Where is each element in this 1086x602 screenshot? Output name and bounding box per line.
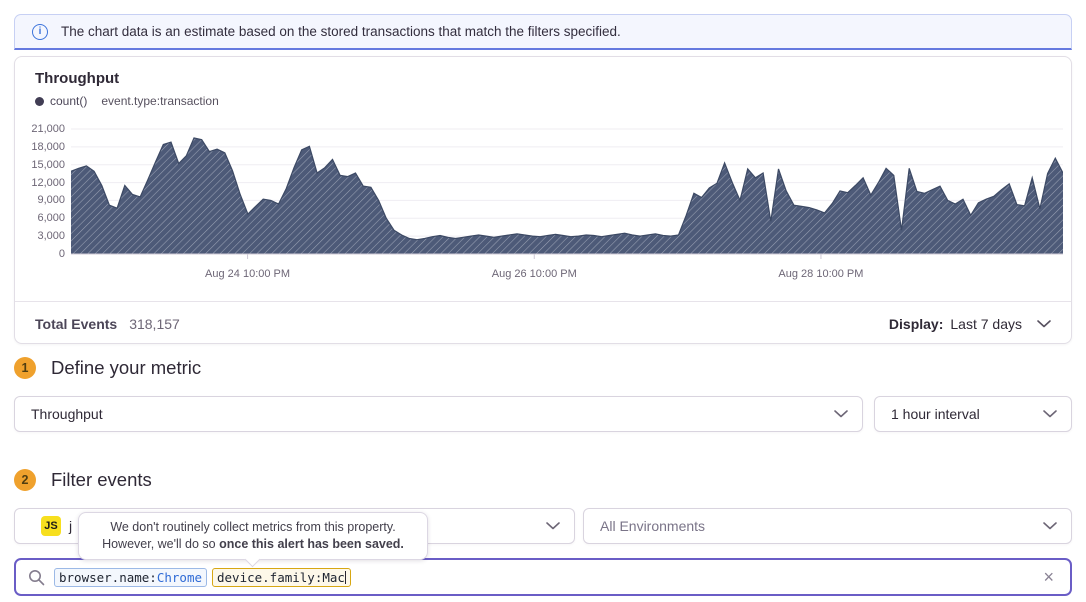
chevron-down-icon (834, 410, 848, 418)
x-axis-label: Aug 26 10:00 PM (491, 268, 577, 280)
metric-select-value: Throughput (31, 406, 103, 422)
search-icon (29, 569, 45, 585)
tooltip-line1: We don't routinely collect metrics from … (110, 520, 396, 534)
section-define-metric: 1 Define your metric (14, 357, 201, 379)
legend-filter-label: event.type:transaction (101, 94, 219, 108)
filter-token-list: browser.name:Chrome device.family:Mac (54, 567, 351, 587)
clear-search-button[interactable]: × (1043, 567, 1054, 587)
throughput-chart-panel: Throughput count() event.type:transactio… (14, 56, 1072, 344)
y-axis-label: 6,000 (37, 212, 65, 225)
display-value: Last 7 days (950, 315, 1022, 332)
filter-token-device-family[interactable]: device.family:Mac (212, 567, 351, 587)
chart-legend: count() event.type:transaction (35, 94, 219, 108)
info-icon: i (32, 23, 48, 40)
series-dot-icon (35, 96, 44, 106)
step-1-badge: 1 (14, 357, 36, 379)
chart-footer: Total Events 318,157 Display: Last 7 day… (15, 301, 1071, 345)
y-axis-label: 12,000 (31, 176, 65, 189)
total-events-label: Total Events (35, 315, 118, 332)
interval-select[interactable]: 1 hour interval (874, 396, 1072, 432)
x-axis-label: Aug 28 10:00 PM (778, 268, 864, 280)
y-axis-label: 18,000 (31, 140, 65, 153)
chevron-down-icon (546, 522, 560, 530)
chevron-down-icon (1043, 410, 1057, 418)
throughput-area-chart (71, 128, 1063, 259)
estimate-info-banner: i The chart data is an estimate based on… (14, 14, 1072, 50)
metrics-collection-tooltip: We don't routinely collect metrics from … (78, 512, 428, 560)
x-axis-label: Aug 24 10:00 PM (205, 268, 291, 280)
chart-title: Throughput (35, 70, 120, 87)
legend-series-label: count() (50, 94, 88, 108)
environment-select[interactable]: All Environments (583, 508, 1072, 544)
banner-text: The chart data is an estimate based on t… (61, 24, 621, 39)
javascript-platform-icon: JS (41, 516, 61, 536)
chevron-down-icon (1043, 522, 1057, 530)
environment-select-value: All Environments (600, 518, 706, 534)
step-2-badge: 2 (14, 469, 36, 491)
event-filter-search-input[interactable]: browser.name:Chrome device.family:Mac × (14, 558, 1072, 596)
section-2-title: Filter events (51, 469, 152, 490)
y-axis-label: 9,000 (37, 194, 65, 207)
total-events-value: 318,157 (129, 315, 180, 332)
section-1-title: Define your metric (51, 357, 202, 378)
metric-select[interactable]: Throughput (14, 396, 863, 432)
display-range-selector[interactable]: Display: Last 7 days (889, 316, 1051, 332)
tooltip-line2: However, we'll do so once this alert has… (102, 537, 404, 551)
interval-select-value: 1 hour interval (891, 406, 980, 422)
y-axis-label: 0 (58, 248, 65, 260)
section-filter-events: 2 Filter events (14, 469, 152, 491)
display-label: Display: (888, 315, 944, 332)
y-axis-label: 21,000 (31, 123, 65, 135)
text-cursor (344, 570, 346, 584)
project-select-value: j (69, 518, 73, 534)
y-axis-label: 3,000 (37, 230, 65, 243)
y-axis-label: 15,000 (31, 158, 65, 171)
chevron-down-icon (1037, 319, 1051, 327)
filter-token-browser-name[interactable]: browser.name:Chrome (54, 567, 207, 587)
